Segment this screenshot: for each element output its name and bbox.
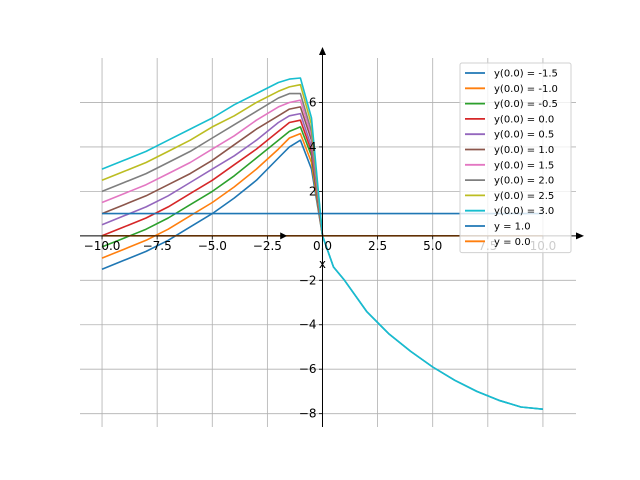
series-line — [101, 92, 324, 236]
y-tick-label: 4 — [309, 140, 317, 154]
x-tick-label: 0.0 — [313, 239, 332, 253]
x-axis-arrow — [576, 232, 584, 240]
series-line — [101, 77, 543, 410]
legend-label: y = 1.0 — [494, 222, 531, 233]
series-line — [101, 126, 324, 248]
y-axis-arrow — [318, 47, 326, 55]
legend-label: y(0.0) = 2.0 — [494, 176, 554, 187]
y-tick-label: −6 — [299, 362, 317, 376]
y-tick-label: −2 — [299, 273, 317, 287]
legend-box — [459, 62, 572, 254]
legend-label: y(0.0) = -1.5 — [494, 69, 558, 80]
x-tick-label: 5.0 — [423, 239, 442, 253]
x-axis-arrow-marker — [280, 232, 288, 240]
series-line — [101, 99, 324, 236]
legend-label: y(0.0) = 0.5 — [494, 130, 554, 141]
series-line — [101, 132, 324, 259]
legend-label: y(0.0) = -1.0 — [494, 84, 558, 95]
x-tick-label: 2.5 — [368, 239, 387, 253]
series-line — [101, 119, 324, 237]
legend: y(0.0) = -1.5 y(0.0) = -1.0 y(0.0) = -0.5 y… — [459, 62, 572, 254]
x-tick-label: −7.5 — [143, 239, 172, 253]
legend-label: y = 0.0 — [494, 237, 531, 248]
series-line — [101, 106, 324, 236]
y-tick-label: 6 — [309, 95, 317, 109]
legend-label: y(0.0) = 0.0 — [494, 114, 554, 125]
legend-label: y(0.0) = 2.5 — [494, 191, 554, 202]
legend-label: y(0.0) = 1.0 — [494, 145, 554, 156]
legend-label: y(0.0) = 1.5 — [494, 160, 554, 171]
y-tick-label: −4 — [299, 318, 317, 332]
y-tick-label: −8 — [299, 407, 317, 421]
x-axis-label: x — [319, 257, 326, 271]
x-tick-label: −10.0 — [84, 239, 121, 253]
y-tick-label: 2 — [309, 184, 317, 198]
x-tick-label: −5.0 — [198, 239, 227, 253]
series-line — [101, 83, 324, 236]
legend-label: y(0.0) = 3.0 — [494, 206, 554, 217]
x-tick-label: −2.5 — [253, 239, 282, 253]
legend-label: y(0.0) = -0.5 — [494, 99, 558, 110]
series-line — [101, 112, 324, 236]
series-layer — [101, 77, 543, 410]
